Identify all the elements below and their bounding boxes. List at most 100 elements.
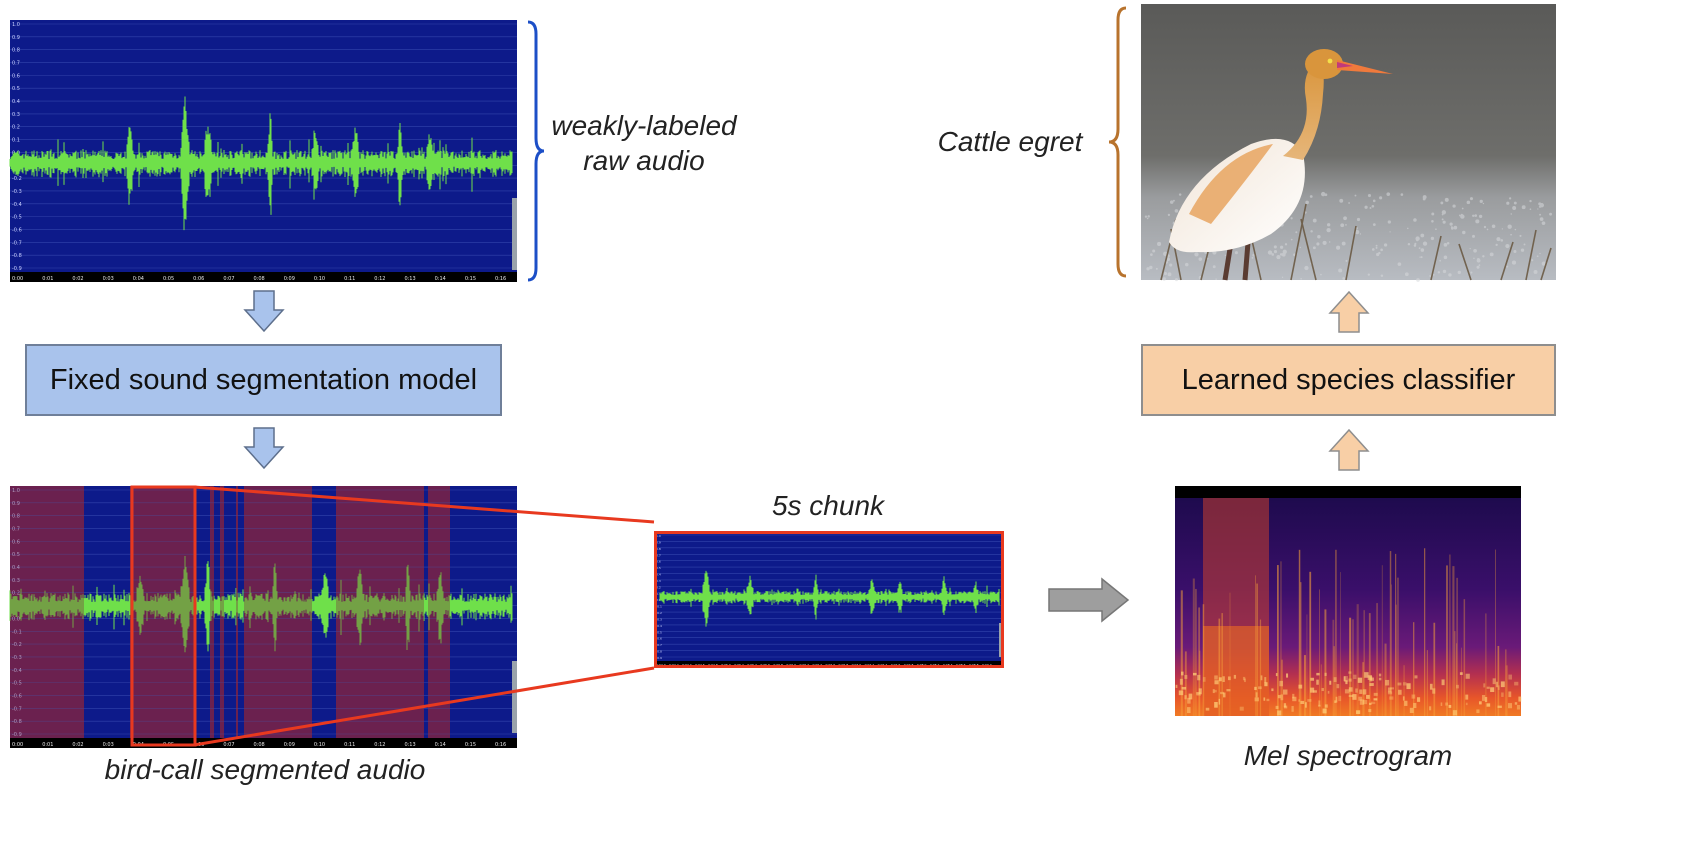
spectral-blob — [1370, 677, 1375, 681]
spectral-blob — [1263, 697, 1266, 701]
gravel-dot — [1512, 206, 1517, 210]
gravel-dot — [1163, 271, 1167, 276]
y-tick-label: -0.4 — [656, 624, 662, 628]
spectral-blob — [1486, 703, 1491, 707]
y-tick-label: 0.6 — [12, 539, 20, 545]
y-tick-label: 0.3 — [656, 579, 661, 583]
spectral-blob — [1366, 694, 1370, 699]
spectral-blob — [1348, 678, 1352, 682]
gravel-dot — [1457, 270, 1461, 275]
spectral-blob — [1483, 683, 1486, 688]
gravel-dot — [1537, 208, 1539, 210]
gravel-dot — [1152, 249, 1156, 253]
chunk-border — [654, 531, 1004, 668]
gravel-dot — [1387, 220, 1391, 224]
gravel-dot — [1536, 255, 1539, 258]
spectral-streak — [1218, 618, 1221, 716]
spectral-blob — [1214, 689, 1217, 693]
raw-audio-brace — [527, 20, 545, 282]
spectral-blob — [1286, 673, 1289, 678]
spectral-streak — [1255, 575, 1256, 716]
spectral-blob — [1490, 687, 1495, 693]
gravel-dot — [1172, 199, 1175, 202]
up-arrow-icon — [1328, 428, 1370, 471]
spectral-blob — [1178, 690, 1184, 696]
spectral-blob — [1260, 675, 1263, 681]
spectral-blob — [1254, 697, 1259, 702]
time-axis — [10, 738, 517, 748]
down-arrow-icon — [243, 290, 285, 333]
gravel-dot — [1345, 224, 1347, 226]
spectral-blob — [1465, 694, 1469, 700]
gravel-dot — [1342, 277, 1346, 280]
spectral-streak — [1505, 665, 1508, 716]
gravel-dot — [1443, 255, 1448, 260]
gravel-dot — [1404, 272, 1409, 277]
spectral-blob — [1492, 678, 1496, 685]
gravel-dot — [1312, 218, 1317, 223]
y-tick-label: -0.1 — [656, 605, 662, 609]
spectral-blob — [1196, 692, 1201, 696]
spectral-streak — [1180, 590, 1183, 716]
spectral-streak — [1306, 614, 1308, 716]
spectral-blob — [1387, 687, 1392, 693]
gravel-dot — [1174, 278, 1179, 282]
gravel-dot — [1472, 234, 1475, 238]
y-tick-label: -0.5 — [656, 630, 662, 634]
gravel-dot — [1511, 260, 1517, 265]
gravel-dot — [1539, 252, 1541, 255]
spectral-blob — [1184, 674, 1188, 679]
y-tick-label: -0.6 — [12, 227, 22, 233]
gravel-dot — [1496, 237, 1501, 242]
gravel-dot — [1149, 265, 1153, 270]
x-tick-label: 0:13 — [404, 276, 415, 282]
x-tick-label: 0:05 — [163, 276, 174, 282]
spectral-streak — [1397, 577, 1399, 716]
gravel-dot — [1212, 265, 1216, 269]
spectral-blob — [1518, 696, 1522, 702]
y-tick-label: 0.8 — [12, 48, 20, 54]
spectral-streak — [1298, 549, 1301, 716]
spectral-blob — [1227, 676, 1231, 681]
spectral-blob — [1501, 692, 1504, 697]
gravel-dot — [1414, 242, 1417, 245]
spectral-streak — [1449, 554, 1451, 716]
gravel-dot — [1375, 246, 1378, 249]
gravel-dot — [1290, 217, 1293, 220]
spectral-streak — [1277, 565, 1279, 716]
gravel-dot — [1448, 273, 1452, 277]
gravel-dot — [1422, 197, 1426, 201]
gravel-dot — [1379, 196, 1383, 200]
gravel-dot — [1473, 257, 1475, 260]
gravel-dot — [1473, 248, 1477, 253]
spectral-blob — [1514, 702, 1518, 705]
spectral-streak — [1403, 665, 1405, 716]
gravel-dot — [1371, 248, 1375, 251]
gravel-dot — [1501, 228, 1503, 230]
y-tick-label: 0.5 — [656, 566, 661, 570]
spectral-blob — [1298, 699, 1301, 702]
gravel-dot — [1429, 275, 1431, 277]
gravel-dot — [1146, 217, 1149, 220]
spectral-blob — [1336, 684, 1340, 689]
y-tick-label: -0.2 — [12, 176, 22, 182]
segment-tint — [428, 486, 450, 738]
spectral-blob — [1280, 694, 1284, 701]
gravel-dot — [1305, 200, 1309, 205]
gravel-dot — [1440, 201, 1444, 205]
gravel-dot — [1483, 225, 1487, 229]
spectral-blob — [1404, 700, 1408, 706]
spectral-blob — [1214, 680, 1219, 685]
spectral-streak — [1395, 553, 1397, 716]
gravel-dot — [1273, 245, 1277, 249]
gravel-dot — [1380, 274, 1384, 278]
y-tick-label: -0.3 — [12, 189, 22, 195]
gravel-dot — [1416, 278, 1420, 282]
spectral-blob — [1373, 692, 1378, 696]
gravel-dot — [1506, 265, 1509, 268]
spectral-blob — [1277, 694, 1281, 699]
gravel-dot — [1442, 269, 1447, 274]
spectral-blob — [1456, 684, 1459, 689]
y-tick-label: 0.3 — [12, 112, 20, 118]
spectral-streak — [1381, 565, 1383, 716]
